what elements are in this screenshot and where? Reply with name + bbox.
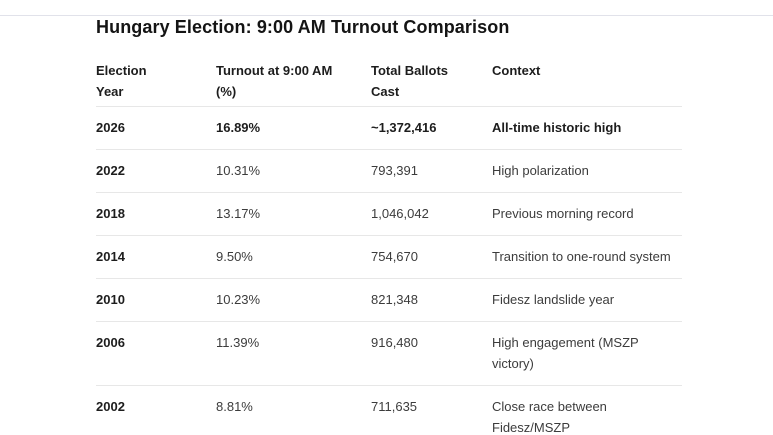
cell-context: Fidesz landslide year	[492, 278, 682, 322]
cell-election-year: 2022	[96, 149, 216, 193]
table-row-2010: 2010 10.23% 821,348 Fidesz landslide yea…	[96, 278, 682, 322]
cell-total-ballots: 754,670	[371, 235, 492, 279]
cell-total-ballots: 821,348	[371, 278, 492, 322]
cell-total-ballots: 793,391	[371, 149, 492, 193]
cell-total-ballots: 916,480	[371, 321, 492, 386]
turnout-comparison-table: Election Year Turnout at 9:00 AM (%) Tot…	[96, 39, 682, 435]
cell-election-year: 2006	[96, 321, 216, 386]
table-header: Election Year Turnout at 9:00 AM (%) Tot…	[96, 39, 682, 107]
cell-election-year: 2002	[96, 399, 125, 414]
column-header-context: Context	[492, 39, 682, 107]
column-header-total-ballots: Total Ballots Cast	[371, 39, 492, 107]
cell-context: Previous morning record	[492, 192, 682, 236]
page-title: Hungary Election: 9:00 AM Turnout Compar…	[96, 17, 510, 37]
content-area: Hungary Election: 9:00 AM Turnout Compar…	[96, 15, 696, 435]
table-row-2026: 2026 16.89% ~1,372,416 All-time historic…	[96, 106, 682, 150]
cell-total-ballots: 711,635	[371, 399, 418, 414]
cell-turnout: 11.39%	[216, 321, 371, 386]
cell-turnout: 8.81%	[216, 399, 253, 414]
cell-election-year: 2026	[96, 106, 216, 150]
cell-total-ballots: ~1,372,416	[371, 106, 492, 150]
column-header-turnout: Turnout at 9:00 AM (%)	[216, 39, 371, 107]
cell-context: High polarization	[492, 149, 682, 193]
cell-context: Transition to one-round system	[492, 235, 682, 279]
cell-turnout: 10.31%	[216, 149, 371, 193]
cell-election-year: 2014	[96, 235, 216, 279]
table-row-2014: 2014 9.50% 754,670 Transition to one-rou…	[96, 235, 682, 279]
table-row-2022: 2022 10.31% 793,391 High polarization	[96, 149, 682, 193]
cell-election-year: 2010	[96, 278, 216, 322]
cell-turnout: 10.23%	[216, 278, 371, 322]
cell-election-year: 2018	[96, 192, 216, 236]
cell-context: Close race between Fidesz/MSZP	[492, 399, 607, 435]
table-row-2018: 2018 13.17% 1,046,042 Previous morning r…	[96, 192, 682, 236]
cell-context: All-time historic high	[492, 106, 682, 150]
cell-turnout: 13.17%	[216, 192, 371, 236]
cell-total-ballots: 1,046,042	[371, 192, 492, 236]
table-row-2002: 2002 8.81% 711,635 Close race between Fi…	[96, 386, 682, 435]
column-header-election-year: Election Year	[96, 39, 216, 107]
table-body: 2026 16.89% ~1,372,416 All-time historic…	[96, 106, 682, 435]
cell-turnout: 16.89%	[216, 106, 371, 150]
header-row: Election Year Turnout at 9:00 AM (%) Tot…	[96, 39, 682, 107]
table-row-2006: 2006 11.39% 916,480 High engagement (MSZ…	[96, 321, 682, 386]
top-divider	[0, 15, 773, 16]
cell-context: High engagement (MSZP victory)	[492, 321, 682, 386]
cell-turnout: 9.50%	[216, 235, 371, 279]
